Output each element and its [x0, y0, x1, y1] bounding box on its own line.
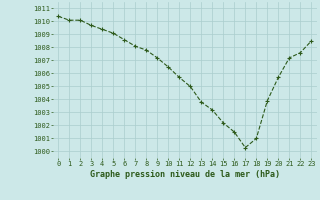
X-axis label: Graphe pression niveau de la mer (hPa): Graphe pression niveau de la mer (hPa): [90, 170, 280, 179]
